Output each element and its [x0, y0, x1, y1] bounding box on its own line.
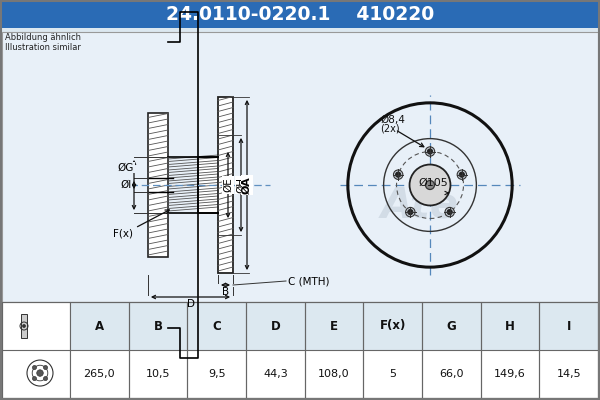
- Text: Abbildung ähnlich: Abbildung ähnlich: [5, 34, 81, 42]
- Bar: [70, 302, 598, 350]
- Text: 10,5: 10,5: [146, 369, 170, 379]
- Circle shape: [348, 103, 512, 267]
- Bar: [187, 302, 246, 398]
- Text: Ø8,4: Ø8,4: [380, 114, 405, 124]
- Circle shape: [44, 376, 47, 380]
- Bar: [246, 302, 305, 398]
- Bar: [481, 302, 539, 398]
- Circle shape: [457, 170, 467, 179]
- Text: D: D: [187, 299, 194, 309]
- Text: Ø105: Ø105: [418, 178, 448, 188]
- Text: F(x): F(x): [113, 228, 133, 238]
- Bar: [2, 302, 70, 398]
- Bar: [70, 302, 128, 398]
- Bar: [364, 302, 422, 398]
- Text: E: E: [330, 320, 338, 332]
- Text: ØI: ØI: [121, 180, 131, 190]
- Circle shape: [445, 207, 454, 217]
- Text: (2x): (2x): [380, 124, 400, 134]
- Text: 14,5: 14,5: [556, 369, 581, 379]
- Text: F(x): F(x): [379, 320, 406, 332]
- Text: 149,6: 149,6: [494, 369, 526, 379]
- Bar: [0, 0, 600, 28]
- Bar: [148, 113, 168, 257]
- Text: 108,0: 108,0: [318, 369, 350, 379]
- Text: B: B: [222, 287, 229, 297]
- FancyBboxPatch shape: [21, 314, 27, 338]
- Text: ØG: ØG: [118, 162, 134, 172]
- Circle shape: [447, 210, 452, 215]
- Text: ØH: ØH: [236, 177, 246, 193]
- Text: I: I: [566, 320, 571, 332]
- Bar: [422, 302, 481, 398]
- Text: Ate: Ate: [381, 184, 459, 226]
- Circle shape: [459, 172, 464, 177]
- Circle shape: [23, 324, 25, 328]
- Text: 44,3: 44,3: [263, 369, 288, 379]
- Circle shape: [427, 149, 433, 154]
- Text: A: A: [95, 320, 104, 332]
- Circle shape: [408, 210, 413, 215]
- Bar: [305, 302, 364, 398]
- Bar: [539, 302, 598, 398]
- Circle shape: [395, 172, 401, 177]
- Text: 5: 5: [389, 369, 396, 379]
- Text: D: D: [271, 320, 280, 332]
- Bar: [70, 350, 598, 398]
- Circle shape: [394, 170, 403, 179]
- Text: C (MTH): C (MTH): [288, 276, 329, 286]
- Text: 9,5: 9,5: [208, 369, 226, 379]
- Text: ØE: ØE: [223, 178, 233, 192]
- Bar: [218, 97, 233, 273]
- Text: C: C: [212, 320, 221, 332]
- Text: H: H: [505, 320, 515, 332]
- Circle shape: [425, 180, 434, 190]
- Text: G: G: [446, 320, 456, 332]
- Bar: [2, 32, 598, 302]
- Text: Illustration similar: Illustration similar: [5, 42, 81, 52]
- Bar: [128, 302, 187, 398]
- Text: 265,0: 265,0: [83, 369, 115, 379]
- Text: 66,0: 66,0: [439, 369, 464, 379]
- Bar: [2, 302, 598, 398]
- Circle shape: [44, 366, 47, 370]
- Circle shape: [425, 147, 434, 156]
- Text: B: B: [154, 320, 163, 332]
- Polygon shape: [168, 157, 218, 400]
- Text: 24.0110-0220.1    410220: 24.0110-0220.1 410220: [166, 4, 434, 24]
- Circle shape: [32, 376, 37, 380]
- Circle shape: [406, 207, 415, 217]
- Circle shape: [37, 370, 43, 376]
- Text: ØA: ØA: [242, 176, 252, 194]
- Circle shape: [410, 164, 451, 206]
- Circle shape: [32, 366, 37, 370]
